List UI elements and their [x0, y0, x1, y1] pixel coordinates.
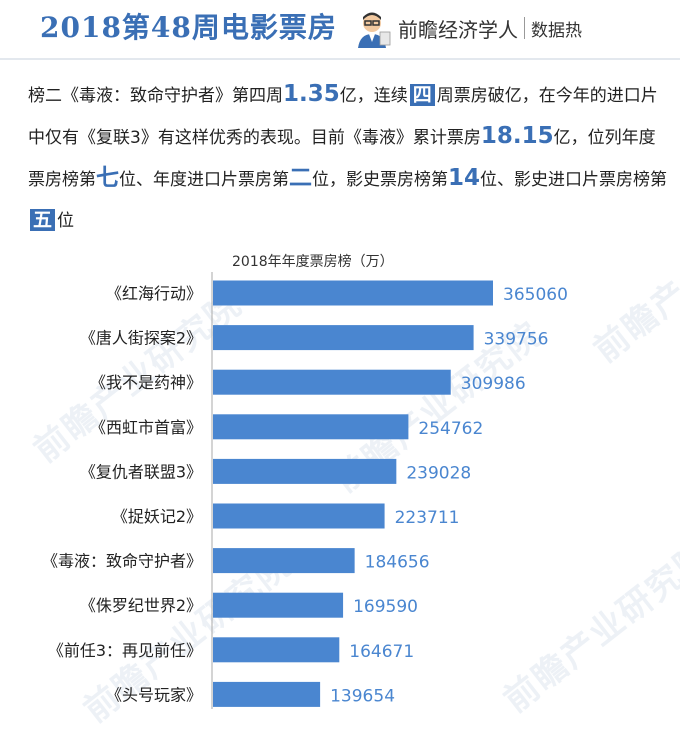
category-label: 《西虹市首富》	[90, 418, 202, 437]
summary-value-1: 1.35	[283, 81, 340, 107]
summary-text-2: 亿，连续	[339, 86, 408, 106]
summary-text-3: 周票房破亿，在今年的进口片中仅有《复联3》有这样优秀的表现。目前《毒液》累计票房	[28, 86, 658, 148]
category-label: 《我不是药神》	[90, 373, 202, 392]
bar	[213, 414, 409, 440]
summary-value-6: 14	[448, 165, 481, 191]
summary-paragraph: 榜二《毒液：致命守护者》第四周1.35亿，连续四周票房破亿，在今年的进口片中仅有…	[28, 74, 668, 241]
summary-text-6: 位，影史票房榜第	[312, 170, 448, 190]
brand-name: 前瞻经济学人	[398, 17, 518, 42]
header-divider	[0, 58, 680, 60]
summary-text-4: 亿，位列年度票房榜第	[28, 128, 656, 190]
brand-divider	[524, 17, 525, 39]
bar	[213, 637, 340, 663]
bar	[213, 280, 493, 306]
brand-logo: 前瞻经济学人 数据热	[352, 8, 582, 48]
summary-value-2: 四	[409, 84, 435, 106]
category-label: 《头号玩家》	[106, 685, 202, 704]
summary-value-4: 七	[96, 165, 119, 191]
bar	[213, 503, 385, 529]
bar-chart: 《红海行动》 365060 《唐人街探案2》 339756 《我不是药神》 309986 《…	[42, 272, 568, 709]
page-title: 2018第48周电影票房	[40, 11, 337, 44]
chart-title: 2018年年度票房榜（万）	[232, 254, 394, 270]
bar	[213, 458, 397, 484]
data-label: 254762	[418, 419, 483, 439]
summary-text-1: 榜二《毒液：致命守护者》第四周	[28, 86, 283, 106]
summary-value-7: 五	[30, 209, 56, 231]
data-label: 239028	[406, 463, 471, 483]
data-label: 184656	[365, 553, 430, 573]
category-label: 《红海行动》	[106, 284, 202, 303]
bar	[213, 592, 344, 618]
data-label: 169590	[353, 597, 418, 617]
category-label: 《捉妖记2》	[112, 507, 202, 526]
data-label: 365060	[503, 285, 568, 305]
bar	[213, 369, 451, 395]
category-label: 《侏罗纪世界2》	[80, 596, 202, 615]
summary-text-7: 位、影史进口片票房榜第	[480, 170, 668, 190]
brand-subtitle: 数据热	[531, 20, 582, 41]
bar	[213, 325, 474, 351]
summary-text-8: 位	[57, 211, 75, 231]
data-label: 139654	[330, 686, 395, 706]
data-label: 339756	[484, 330, 549, 350]
summary-value-5: 二	[289, 165, 312, 191]
bar	[213, 548, 355, 574]
summary-text-5: 位、年度进口片票房第	[119, 170, 289, 190]
data-label: 223711	[395, 508, 460, 528]
category-label: 《复仇者联盟3》	[80, 462, 202, 481]
category-label: 《毒液：致命守护者》	[42, 552, 202, 571]
avatar-icon	[358, 12, 391, 48]
data-label: 309986	[461, 374, 526, 394]
summary-value-3: 18.15	[480, 123, 554, 149]
category-label: 《唐人街探案2》	[80, 329, 202, 348]
category-label: 《前任3：再见前任》	[48, 641, 202, 660]
data-label: 164671	[349, 642, 414, 662]
bar	[213, 681, 321, 707]
